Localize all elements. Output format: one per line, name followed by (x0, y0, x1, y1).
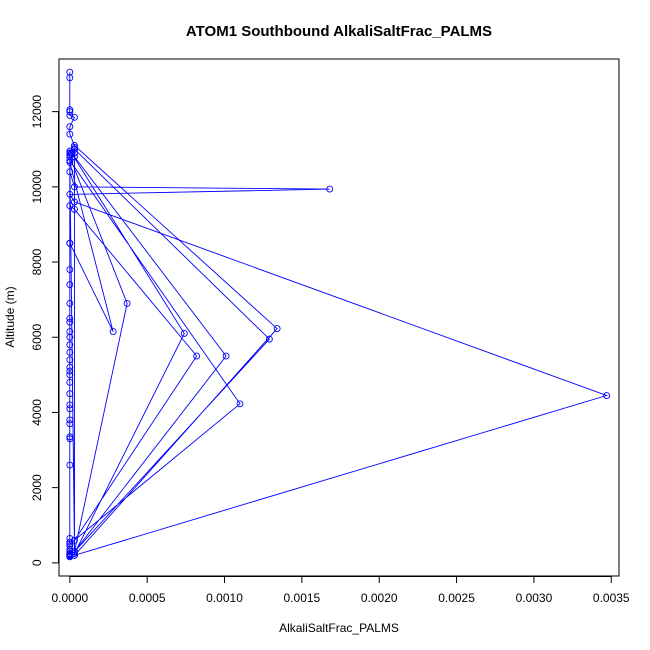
data-point (66, 433, 74, 441)
data-point (66, 158, 74, 166)
y-tick-label: 6000 (30, 324, 44, 351)
y-tick-label: 0 (30, 559, 44, 566)
y-tick-label: 10000 (30, 170, 44, 204)
y-tick-label: 12000 (30, 95, 44, 129)
data-point (193, 352, 201, 360)
data-point (66, 420, 74, 428)
chart-title: ATOM1 Southbound AlkaliSaltFrac_PALMS (186, 23, 492, 40)
data-point (66, 168, 74, 176)
data-point (66, 130, 74, 138)
data-point (66, 553, 74, 561)
data-point (222, 352, 230, 360)
data-point (66, 111, 74, 119)
data-point (71, 149, 78, 157)
data-point (66, 548, 74, 556)
y-axis: 0 2000 4000 6000 8000 10000 12000 (30, 95, 59, 566)
data-point (71, 183, 78, 191)
data-point (66, 341, 74, 349)
data-point (66, 314, 74, 322)
data-point (66, 149, 74, 157)
x-tick-label: 0.0010 (206, 591, 243, 605)
data-point (66, 239, 74, 247)
data-point (66, 378, 74, 386)
plot-frame (58, 58, 620, 577)
x-tick-label: 0.0035 (593, 591, 630, 605)
data-point (66, 416, 74, 424)
data-point (603, 392, 611, 399)
series-layer (66, 68, 611, 561)
data-point (66, 405, 74, 413)
data-point (71, 536, 78, 544)
data-point (66, 356, 74, 364)
x-tick-label: 0.0020 (361, 591, 398, 605)
data-point (71, 205, 78, 213)
data-point (71, 113, 78, 121)
data-point (123, 299, 131, 307)
data-point (71, 145, 78, 153)
x-tick-label: 0.0015 (284, 591, 321, 605)
data-point (71, 142, 78, 149)
data-point (326, 185, 334, 193)
data-point (180, 330, 188, 337)
data-point (66, 333, 74, 341)
data-point (66, 318, 74, 326)
data-point (71, 551, 78, 559)
y-tick-label: 8000 (30, 248, 44, 275)
x-tick-label: 0.0030 (516, 591, 553, 605)
data-point (66, 435, 74, 443)
data-point (66, 348, 74, 356)
data-point (66, 367, 74, 375)
data-point (66, 401, 74, 409)
x-axis: 0.0000 0.0005 0.0010 0.0015 0.0020 0.0025 0.00… (51, 576, 630, 605)
data-point (66, 281, 74, 289)
x-axis-label: AlkaliSaltFrac_PALMS (279, 621, 399, 635)
x-tick-label: 0.0000 (51, 591, 88, 605)
data-point (66, 190, 74, 198)
y-axis-label: Altitude (m) (3, 286, 17, 347)
data-point (66, 123, 74, 131)
data-point (66, 266, 74, 274)
data-point (265, 335, 273, 343)
x-tick-label: 0.0025 (438, 591, 475, 605)
x-tick-label: 0.0005 (129, 591, 166, 605)
data-point (273, 325, 281, 333)
data-point (71, 198, 78, 206)
data-point (66, 151, 74, 159)
data-point (66, 363, 74, 371)
data-point (66, 390, 74, 398)
data-point (66, 108, 74, 116)
data-point (66, 299, 74, 307)
data-point (236, 400, 244, 408)
data-point (66, 202, 74, 210)
data-point (71, 153, 78, 161)
y-tick-label: 4000 (30, 399, 44, 426)
series-line (68, 72, 609, 557)
data-point (66, 371, 74, 379)
data-point (109, 328, 117, 336)
data-point (66, 74, 74, 82)
y-tick-label: 2000 (30, 474, 44, 501)
data-point (66, 461, 74, 469)
data-point (66, 538, 74, 546)
